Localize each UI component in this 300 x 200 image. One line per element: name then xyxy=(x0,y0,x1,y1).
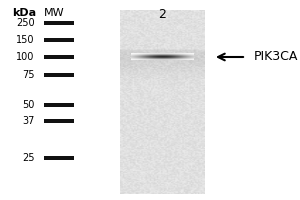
Text: 25: 25 xyxy=(22,153,34,163)
Text: kDa: kDa xyxy=(12,8,36,18)
Bar xyxy=(44,156,74,160)
Bar xyxy=(44,103,74,107)
Text: PIK3CA: PIK3CA xyxy=(254,50,298,64)
Bar xyxy=(44,73,74,77)
Text: 100: 100 xyxy=(16,52,34,62)
Text: 250: 250 xyxy=(16,18,34,28)
Text: 37: 37 xyxy=(22,116,34,126)
Text: MW: MW xyxy=(44,8,64,18)
Bar xyxy=(44,55,74,59)
Text: 2: 2 xyxy=(158,8,166,21)
Bar xyxy=(44,21,74,25)
Bar xyxy=(44,38,74,42)
Text: 75: 75 xyxy=(22,70,34,80)
Bar xyxy=(44,119,74,123)
Text: 150: 150 xyxy=(16,35,34,45)
Text: 50: 50 xyxy=(22,100,34,110)
